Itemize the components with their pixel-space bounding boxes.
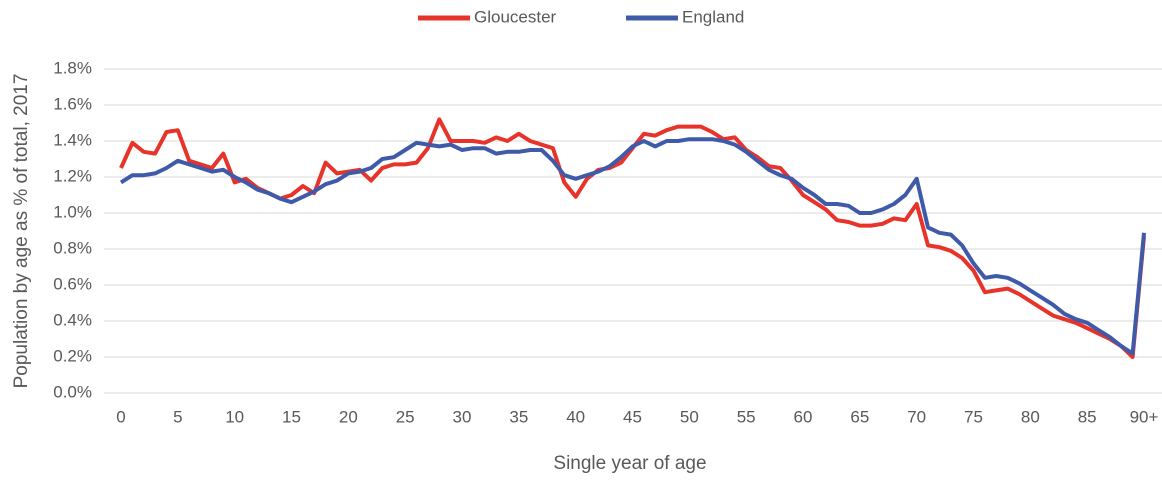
y-tick-label: 1.4% [53,130,92,149]
x-tick-label: 60 [794,407,813,426]
y-tick-label: 0.6% [53,274,92,293]
x-tick-label: 0 [116,407,125,426]
x-tick-label: 65 [850,407,869,426]
y-tick-label: 0.2% [53,346,92,365]
legend-label: England [682,7,744,26]
x-tick-label: 20 [339,407,358,426]
x-tick-label: 15 [282,407,301,426]
y-tick-label: 1.8% [53,58,92,77]
y-tick-label: 0.4% [53,310,92,329]
y-tick-label: 0.0% [53,382,92,401]
y-tick-label: 0.8% [53,238,92,257]
x-tick-label: 10 [225,407,244,426]
x-tick-label: 25 [396,407,415,426]
y-tick-label: 1.0% [53,202,92,221]
x-tick-label: 85 [1078,407,1097,426]
x-tick-label: 55 [737,407,756,426]
y-tick-label: 1.6% [53,94,92,113]
x-tick-label: 35 [509,407,528,426]
x-tick-label: 50 [680,407,699,426]
series-line [119,137,1146,356]
x-tick-label: 40 [566,407,585,426]
x-tick-label: 90+ [1130,407,1159,426]
y-axis-title: Population by age as % of total, 2017 [11,74,32,389]
legend-label: Gloucester [474,7,557,26]
x-tick-label: 5 [173,407,182,426]
x-tick-label: 30 [453,407,472,426]
x-tick-label: 70 [907,407,926,426]
x-tick-label: 45 [623,407,642,426]
x-tick-label: 80 [1021,407,1040,426]
x-axis-title: Single year of age [553,453,706,474]
x-tick-label: 75 [964,407,983,426]
y-tick-label: 1.2% [53,166,92,185]
